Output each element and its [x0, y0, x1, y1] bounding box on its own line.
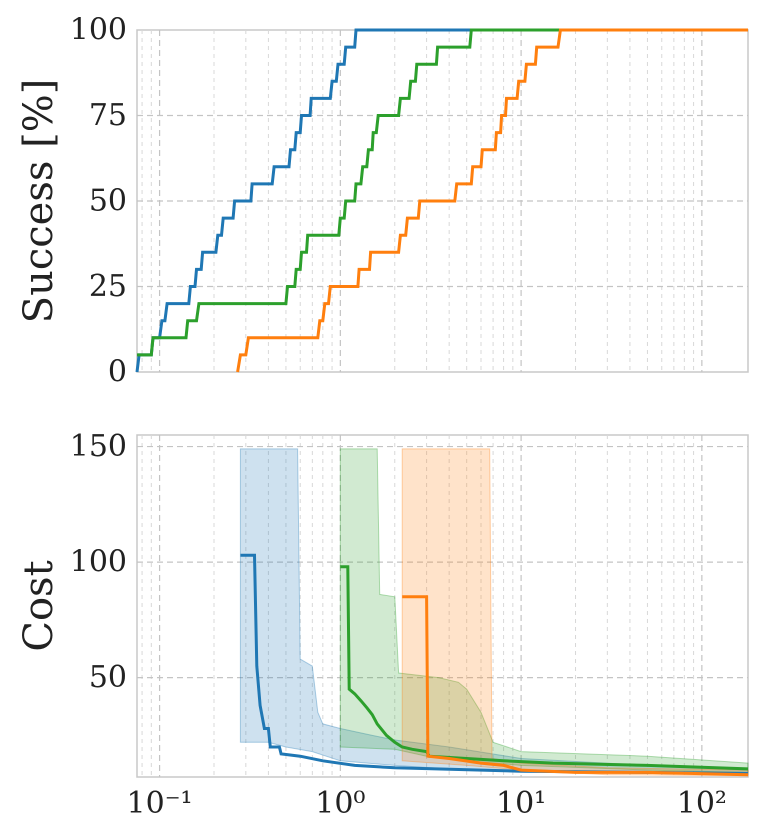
cost-series — [239, 448, 749, 777]
y-tick-label: 50 — [89, 660, 127, 695]
y-tick-label: 100 — [70, 13, 127, 48]
y-tick-label: 100 — [70, 545, 127, 580]
y-tick-label: 0 — [108, 355, 127, 390]
x-tick-label: 10⁰ — [315, 786, 365, 821]
cost-y-ticks: 50 100 150 — [70, 429, 127, 695]
cost-band-1 — [339, 448, 749, 773]
success-line-2 — [236, 28, 748, 373]
y-tick-label: 150 — [70, 429, 127, 464]
cost-line-1 — [340, 565, 749, 771]
y-tick-label: 25 — [89, 269, 127, 304]
x-tick-label: 10⁻¹ — [127, 786, 193, 821]
cost-line-0 — [240, 553, 749, 775]
cost-y-axis-label: Cost — [16, 560, 62, 651]
success-line-1 — [137, 28, 748, 357]
y-tick-label: 50 — [89, 184, 127, 219]
cost-band-0 — [239, 448, 749, 776]
cost-plot-frame — [136, 434, 749, 778]
x-tick-label: 10² — [677, 786, 727, 821]
success-y-ticks: 0 25 50 75 100 — [70, 13, 127, 390]
y-tick-label: 75 — [89, 98, 127, 133]
success-panel: 0 25 50 75 100 Success [%] — [16, 13, 749, 390]
success-series — [135, 28, 748, 373]
cost-grid — [137, 435, 748, 777]
x-tick-label: 10¹ — [496, 786, 546, 821]
cost-x-ticks: 10⁻¹ 10⁰ 10¹ 10² — [127, 786, 727, 821]
success-y-axis-label: Success [%] — [16, 79, 62, 324]
success-line-0 — [135, 28, 748, 373]
cost-line-2 — [402, 595, 749, 777]
cost-panel: 50 100 150 10⁻¹ 10⁰ 10¹ 10² Cost — [16, 429, 749, 821]
